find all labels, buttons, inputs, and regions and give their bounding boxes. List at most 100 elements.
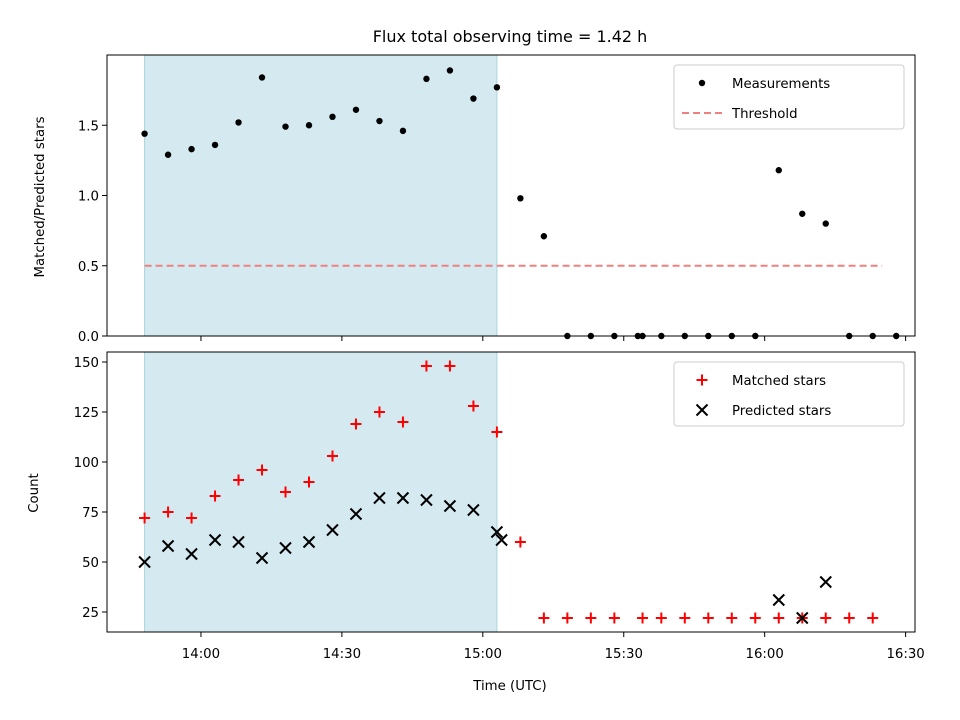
bottom-y-tick-label: 150 xyxy=(74,356,99,371)
matched-stars-point xyxy=(514,536,526,548)
bottom-x-tick-label: 15:30 xyxy=(605,647,643,662)
predicted-stars-point xyxy=(443,499,457,513)
matched-stars-point xyxy=(420,360,432,372)
predicted-stars-legend-handle xyxy=(695,403,709,417)
top-y-tick-label: 1.5 xyxy=(78,119,99,134)
top-y-axis-label: Matched/Predicted stars xyxy=(33,116,48,277)
top-panel: 0.0 0.5 1.0 1.5 Measurements Threshold xyxy=(78,54,916,345)
measurements-point xyxy=(376,117,383,125)
matched-stars-point xyxy=(538,612,550,624)
measurements-point xyxy=(540,233,548,240)
bottom-shaded-span xyxy=(144,351,498,633)
predicted-stars-point xyxy=(373,491,386,505)
matched-stars-point xyxy=(350,418,362,430)
matched-stars-point xyxy=(820,612,832,624)
top-legend-box xyxy=(673,64,905,130)
bottom-panel: 25 50 75 100 125 150 14:00 14:30 15:00 15:30 16:00… xyxy=(74,351,925,662)
predicted-stars-point xyxy=(490,525,504,539)
bottom-x-tick-label: 14:00 xyxy=(182,647,220,662)
predicted-stars-point xyxy=(796,611,809,625)
measurements-point xyxy=(399,127,407,135)
predicted-stars-point xyxy=(255,551,269,565)
matched-stars-point xyxy=(608,612,620,624)
matched-stars-point xyxy=(726,612,738,624)
measurements-point xyxy=(446,67,454,74)
bottom-x-tick-label: 16:30 xyxy=(886,647,924,662)
top-legend: Measurements Threshold xyxy=(673,64,905,130)
predicted-stars-point xyxy=(279,541,292,555)
matched-stars-point xyxy=(186,512,198,524)
top-y-tick-label: 0.0 xyxy=(78,330,99,345)
predicted-stars-point xyxy=(819,575,832,589)
measurements-legend-handle xyxy=(698,79,706,87)
predicted-stars-point xyxy=(495,533,508,547)
matched-stars-point xyxy=(444,360,456,372)
matched-stars-legend-label: Matched stars xyxy=(732,374,826,389)
measurements-point xyxy=(329,113,336,121)
matched-stars-point xyxy=(397,416,409,428)
matched-stars-point xyxy=(162,506,174,518)
bottom-y-tick-label: 100 xyxy=(74,456,99,471)
bottom-y-tick-label: 125 xyxy=(74,406,99,421)
matched-stars-point xyxy=(679,612,691,624)
predicted-stars-point xyxy=(326,523,339,537)
bottom-x-tick-label: 15:00 xyxy=(464,647,502,662)
matched-stars-legend-handle xyxy=(696,374,708,386)
matched-stars-point xyxy=(749,612,761,624)
matched-stars-point xyxy=(637,612,649,624)
matched-stars-point xyxy=(373,406,385,418)
bottom-y-tick-label: 50 xyxy=(82,556,99,571)
matched-stars-point xyxy=(467,400,479,412)
predicted-stars-legend-label: Predicted stars xyxy=(732,404,831,419)
matched-stars-point xyxy=(843,612,855,624)
measurements-point xyxy=(423,75,430,83)
top-shaded-span xyxy=(144,54,498,337)
measurements-point xyxy=(775,167,782,174)
predicted-stars-point xyxy=(349,507,363,521)
measurements-point xyxy=(517,195,524,202)
predicted-stars-point xyxy=(772,593,785,607)
measurements-point xyxy=(470,95,477,102)
bottom-y-tick-label: 25 xyxy=(82,606,99,621)
matched-stars-point xyxy=(655,612,667,624)
matched-stars-point xyxy=(326,450,338,462)
top-y-tick-label: 0.5 xyxy=(78,260,99,275)
matched-stars-point xyxy=(256,464,268,476)
bottom-x-tick-label: 14:30 xyxy=(323,647,361,662)
matched-stars-point xyxy=(585,612,597,624)
matched-stars-point xyxy=(139,512,151,524)
matched-stars-point xyxy=(233,474,245,486)
measurements-point xyxy=(493,84,501,91)
measurements-point xyxy=(211,141,219,149)
matched-stars-point xyxy=(491,426,503,438)
predicted-stars-point xyxy=(185,547,198,561)
matched-stars-point xyxy=(702,612,714,624)
bottom-x-tick-label: 16:00 xyxy=(746,647,784,662)
bottom-y-tick-label: 75 xyxy=(82,506,99,521)
matched-stars-point xyxy=(561,612,573,624)
predicted-stars-point xyxy=(467,503,480,517)
matched-stars-point xyxy=(209,490,221,502)
matched-stars-point xyxy=(303,476,315,488)
measurements-point xyxy=(141,130,148,137)
bottom-y-axis-label: Count xyxy=(27,473,42,513)
predicted-stars-point xyxy=(161,539,175,553)
measurements-point xyxy=(822,220,829,227)
measurements-point xyxy=(305,122,313,129)
predicted-stars-point xyxy=(302,535,316,549)
threshold-legend-label: Threshold xyxy=(731,107,798,122)
bottom-legend-box xyxy=(673,361,905,427)
measurements-legend-label: Measurements xyxy=(732,77,830,92)
measurements-point xyxy=(235,119,242,126)
measurements-point xyxy=(799,210,806,217)
predicted-stars-point xyxy=(396,491,410,505)
x-axis-label: Time (UTC) xyxy=(472,679,547,694)
predicted-stars-point xyxy=(420,493,433,507)
top-y-tick-label: 1.0 xyxy=(78,190,99,205)
chart-title: Flux total observing time = 1.42 h xyxy=(373,27,648,46)
predicted-stars-point xyxy=(138,555,151,569)
matched-stars-point xyxy=(773,612,785,624)
measurements-point xyxy=(352,106,360,113)
bottom-axes-frame xyxy=(106,351,916,633)
